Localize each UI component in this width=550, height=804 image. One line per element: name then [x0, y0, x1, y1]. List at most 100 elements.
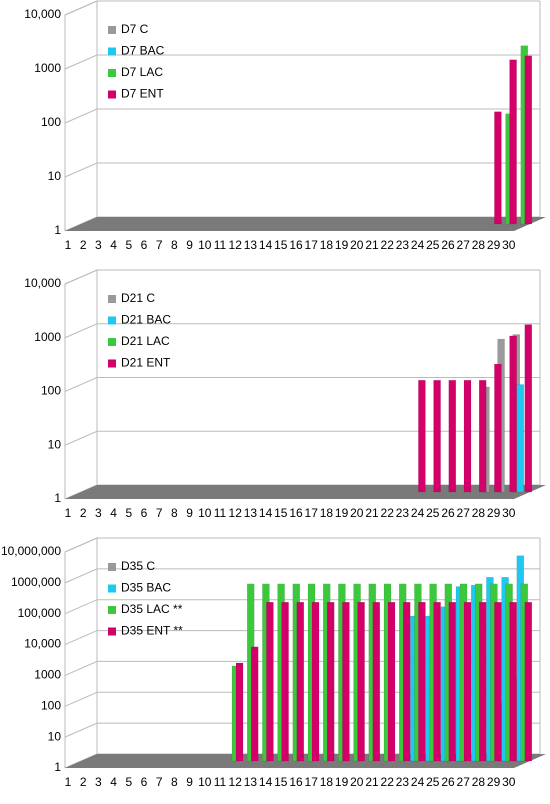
bar [509, 335, 517, 493]
legend-label: D7 ENT [121, 87, 164, 101]
bar [326, 601, 335, 762]
legend-swatch [108, 563, 116, 571]
x-tick-label: 7 [156, 506, 163, 520]
x-tick-label: 2 [80, 775, 87, 789]
bar [235, 662, 244, 762]
x-tick-label: 10 [198, 506, 212, 520]
y-tick-label: 1000 [34, 330, 61, 344]
grid-line [64, 599, 540, 615]
x-tick-label: 8 [171, 238, 178, 252]
x-tick-label: 10 [198, 775, 212, 789]
legend-swatch [108, 584, 116, 593]
x-tick-label: 6 [141, 238, 148, 252]
x-tick-label: 16 [289, 775, 303, 789]
legend-swatch [108, 69, 116, 77]
x-tick-label: 14 [259, 238, 273, 252]
x-tick-label: 25 [426, 775, 440, 789]
x-tick-label: 26 [441, 506, 455, 520]
x-tick-label: 14 [259, 506, 273, 520]
y-tick-label: 1000 [34, 61, 61, 75]
bar [342, 601, 350, 762]
bar [387, 601, 396, 762]
bar [418, 601, 426, 762]
bar [250, 646, 259, 762]
legend-swatch [108, 338, 116, 346]
x-tick-label: 27 [457, 238, 471, 252]
x-tick-label: 30 [502, 775, 516, 789]
x-tick-label: 29 [487, 506, 501, 520]
x-tick-label: 26 [441, 775, 455, 789]
x-tick-label: 19 [335, 238, 349, 252]
x-tick-label: 20 [350, 506, 364, 520]
x-tick-label: 29 [487, 238, 501, 252]
y-tick-label: 10,000 [24, 7, 61, 21]
bar [478, 601, 487, 762]
x-tick-label: 27 [457, 775, 471, 789]
y-tick-label: 10 [48, 169, 62, 183]
x-tick-label: 22 [381, 238, 395, 252]
bar [463, 379, 472, 493]
chart: 1 10 100 1000 10,000 100,000 1000,000 10,000,00… [1, 537, 546, 789]
bar [524, 601, 533, 762]
x-tick-label: 28 [472, 238, 486, 252]
y-tick-label: 10,000 [24, 637, 61, 651]
y-tick-label: 1000 [34, 668, 61, 682]
x-tick-label: 8 [171, 506, 178, 520]
x-tick-label: 16 [289, 238, 303, 252]
x-tick-label: 12 [229, 506, 243, 520]
bar [494, 601, 502, 762]
floor [65, 217, 546, 231]
x-tick-label: 11 [214, 238, 227, 252]
x-tick-label: 5 [125, 506, 132, 520]
x-tick-label: 28 [472, 506, 486, 520]
bar [402, 601, 411, 762]
bar [524, 55, 533, 225]
y-tick-label: 10 [48, 729, 62, 743]
side-wall [64, 537, 98, 768]
x-tick-label: 3 [95, 775, 102, 789]
x-tick-label: 20 [350, 238, 364, 252]
x-tick-label: 11 [214, 775, 227, 789]
x-tick-label: 23 [396, 506, 410, 520]
x-tick-label: 7 [156, 775, 163, 789]
y-tick-label: 10,000 [24, 276, 61, 290]
grid-line [64, 54, 540, 70]
x-tick-label: 15 [274, 775, 288, 789]
bar [494, 111, 502, 225]
x-tick-label: 8 [171, 775, 178, 789]
bar [418, 379, 426, 493]
bar [296, 601, 305, 762]
x-tick-label: 20 [350, 775, 364, 789]
y-tick-label: 10 [48, 437, 62, 451]
bar [494, 363, 502, 493]
legend-swatch [108, 295, 116, 303]
x-tick-label: 17 [305, 238, 319, 252]
x-tick-label: 9 [186, 238, 193, 252]
bar [433, 601, 441, 762]
x-tick-label: 15 [274, 506, 288, 520]
x-tick-label: 24 [411, 775, 425, 789]
legend-swatch [108, 359, 116, 368]
legend-swatch [108, 316, 116, 325]
x-tick-label: 21 [365, 775, 379, 789]
bar [311, 601, 320, 762]
legend-swatch [108, 606, 116, 614]
legend-label: D7 BAC [121, 44, 165, 58]
grid-line [64, 162, 540, 178]
y-tick-label: 1 [54, 491, 61, 505]
bar [266, 601, 274, 762]
x-tick-label: 22 [381, 775, 395, 789]
x-tick-label: 21 [365, 506, 379, 520]
x-tick-label: 27 [457, 506, 471, 520]
x-tick-label: 24 [411, 506, 425, 520]
x-tick-label: 14 [259, 775, 273, 789]
grid-line [64, 323, 540, 339]
x-tick-label: 9 [186, 506, 193, 520]
y-tick-label: 100 [41, 115, 61, 129]
floor [65, 485, 546, 499]
x-tick-label: 4 [110, 506, 117, 520]
legend-label: D21 C [121, 291, 155, 305]
grid-line [64, 568, 540, 584]
